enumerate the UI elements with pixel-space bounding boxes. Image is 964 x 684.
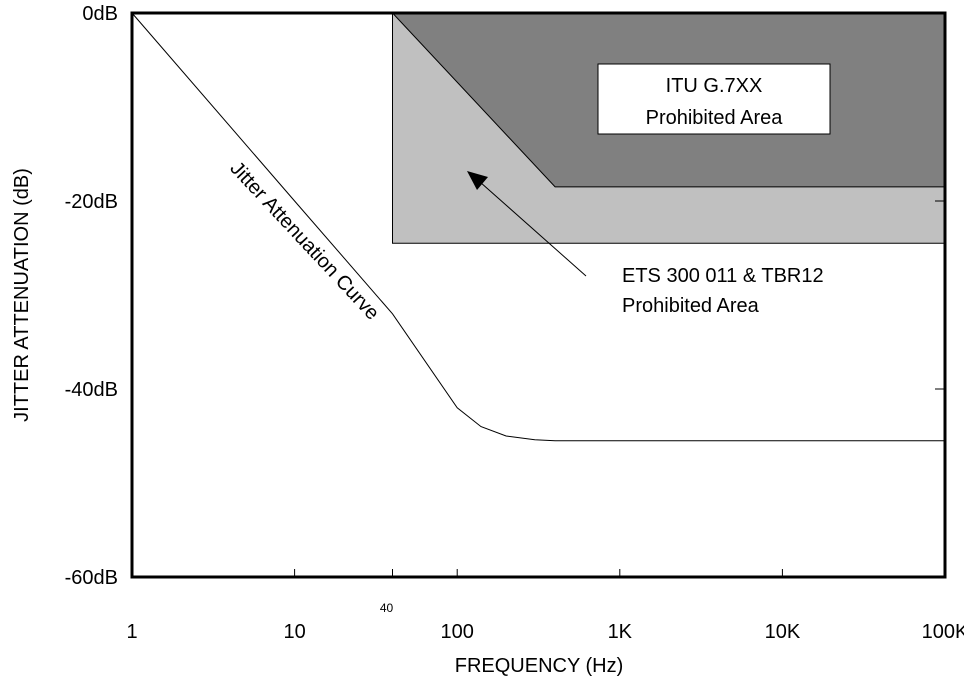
itu-annotation: ITU G.7XX Prohibited Area	[597, 63, 831, 135]
ets-arrow-shaft	[479, 181, 587, 277]
x-tick-label-4: 10K	[765, 621, 801, 643]
y-tick-label-0: 0dB	[82, 3, 118, 25]
y-axis-title: JITTER ATTENUATION (dB)	[11, 168, 33, 422]
plot-frame	[130, 11, 947, 579]
ets-label-line2: Prohibited Area	[622, 295, 760, 317]
axis-ticks	[294, 200, 945, 577]
ets-annotation: ETS 300 011 & TBR12 Prohibited Area	[467, 171, 824, 317]
x-tick-label-3: 1K	[608, 621, 633, 643]
y-tick-label-3: -60dB	[65, 567, 118, 589]
x-tick-label-1: 10	[283, 621, 305, 643]
x-marker-label: 40	[380, 601, 394, 615]
series-line-0	[131, 12, 945, 442]
y-tick-label-2: -40dB	[65, 379, 118, 401]
axis-tick-labels: 1 10 100 1K 10K 100K 40 0dB -20dB -40dB -60dB	[65, 3, 964, 643]
series-group	[131, 12, 945, 442]
x-tick-label-0: 1	[126, 621, 137, 643]
itu-label-line2: Prohibited Area	[646, 107, 784, 129]
ets-label-line1: ETS 300 011 & TBR12	[622, 265, 824, 287]
ets-arrow-head	[467, 171, 488, 190]
x-axis-title: FREQUENCY (Hz)	[455, 655, 624, 677]
itu-label-line1: ITU G.7XX	[666, 75, 763, 97]
itu-label-box	[597, 63, 831, 135]
curve-label: Jitter Attenuation Curve	[225, 157, 383, 324]
x-tick-label-5: 100K	[922, 621, 964, 643]
y-tick-label-1: -20dB	[65, 191, 118, 213]
x-tick-label-2: 100	[441, 621, 474, 643]
